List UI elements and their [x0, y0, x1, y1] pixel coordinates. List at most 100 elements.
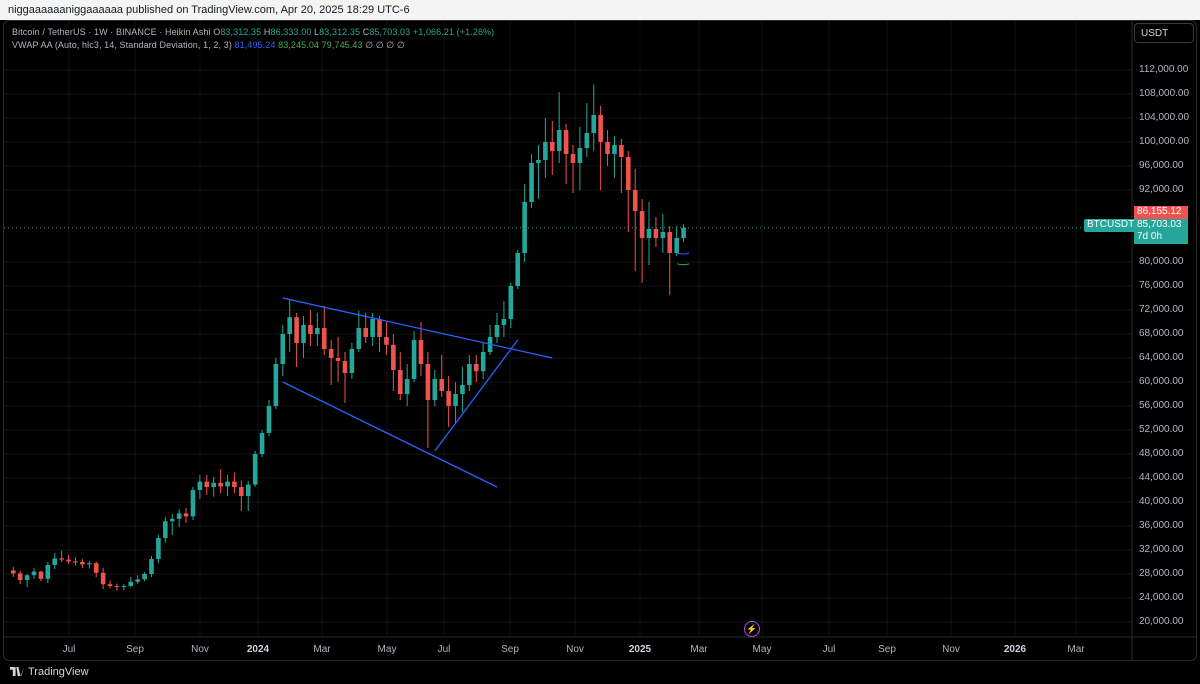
candle-body — [176, 513, 182, 519]
candle-body — [301, 325, 306, 343]
candle-body — [308, 325, 313, 334]
price-tick-label: 28,000.00 — [1139, 568, 1184, 579]
time-tick-label: Nov — [942, 644, 960, 655]
candle-body — [52, 558, 58, 565]
close-label: C — [362, 27, 370, 37]
candle-body — [543, 142, 548, 160]
vwap-value-2: 83,245.04 — [278, 40, 320, 50]
time-tick-label: Mar — [313, 644, 331, 655]
vwap-line — [677, 252, 690, 255]
time-tick-label: Sep — [878, 644, 896, 655]
candle-body — [73, 561, 78, 563]
price-tick-label: 48,000.00 — [1139, 448, 1184, 459]
candle-body — [674, 238, 679, 253]
candle-body — [100, 572, 106, 585]
price-tick-label: 80,000.00 — [1139, 256, 1184, 267]
time-tick-label: Nov — [191, 644, 209, 655]
candle-body — [439, 379, 445, 391]
price-tick-label: 92,000.00 — [1139, 184, 1184, 195]
candle-body — [570, 154, 576, 163]
time-tick-label: Jul — [437, 644, 451, 655]
candle-body — [31, 571, 37, 576]
price-tick-label: 36,000.00 — [1139, 520, 1184, 531]
candle-body — [245, 484, 251, 496]
trendline — [434, 339, 519, 452]
candle-body — [280, 334, 286, 364]
candle-body — [204, 481, 210, 487]
time-tick-label: May — [752, 644, 772, 655]
candle-body — [563, 130, 569, 154]
tradingview-logo[interactable]: TradingView — [10, 666, 89, 678]
time-tick-label: May — [377, 644, 397, 655]
candle-body — [232, 481, 237, 487]
candle-body — [549, 142, 555, 151]
candle-body — [432, 379, 438, 400]
symbol-legend: Bitcoin / TetherUS · 1W · BINANCE · Heik… — [12, 27, 494, 37]
candle-body — [183, 513, 189, 517]
candle-body — [59, 558, 64, 560]
price-tick-label: 32,000.00 — [1139, 544, 1184, 555]
candle-body — [605, 142, 610, 154]
candle-body — [87, 563, 92, 565]
candle-body — [473, 364, 479, 372]
candle-body — [536, 160, 541, 163]
candle-body — [121, 586, 127, 587]
candle-body — [163, 521, 168, 538]
currency-button[interactable]: USDT — [1134, 23, 1194, 43]
price-tick-label: 52,000.00 — [1139, 424, 1184, 435]
candle-body — [294, 317, 299, 343]
brand-name: TradingView — [28, 666, 89, 678]
candle-body — [508, 286, 514, 319]
high-price-tag: 86,155.12 — [1134, 206, 1188, 219]
candle-body — [397, 370, 403, 394]
time-tick-label: Mar — [1067, 644, 1085, 655]
price-tick-label: 108,000.00 — [1139, 88, 1190, 99]
candle-body — [218, 482, 223, 487]
low-value: 83,312.35 — [319, 27, 361, 37]
chart-frame[interactable]: Bitcoin / TetherUS · 1W · BINANCE · Heik… — [3, 20, 1197, 661]
candle-body — [259, 433, 265, 454]
symbol-description: Bitcoin / TetherUS · 1W · BINANCE · Heik… — [12, 27, 211, 37]
last-price-value: 85,703.03 — [1137, 219, 1182, 230]
candlestick-chart[interactable] — [4, 21, 1197, 661]
time-tick-label: Jul — [62, 644, 76, 655]
candle-body — [45, 565, 51, 579]
vwap-value-1: 81,495.24 — [234, 40, 276, 50]
candle-body — [425, 364, 431, 400]
price-tick-label: 76,000.00 — [1139, 280, 1184, 291]
price-tick-label: 20,000.00 — [1139, 616, 1184, 627]
candle-body — [646, 229, 652, 238]
candle-body — [17, 573, 23, 580]
candle-body — [114, 586, 120, 587]
candle-body — [619, 145, 624, 157]
candle-body — [135, 579, 140, 582]
candle-body — [128, 581, 134, 586]
candle-body — [591, 115, 597, 133]
change-value: +1,066.21 (+1.26%) — [412, 27, 495, 37]
publish-header: niggaaaaaaniggaaaaaa published on Tradin… — [0, 0, 1200, 20]
price-tick-label: 60,000.00 — [1139, 376, 1184, 387]
candle-body — [625, 157, 631, 190]
high-value: 86,333.00 — [270, 27, 312, 37]
candle-body — [639, 211, 645, 238]
candle-body — [584, 133, 590, 148]
candle-body — [632, 190, 638, 211]
vwap-lower-band — [677, 263, 690, 266]
candle-body — [522, 202, 527, 253]
price-tick-label: 24,000.00 — [1139, 592, 1184, 603]
candle-body — [225, 481, 230, 487]
candle-body — [66, 559, 71, 562]
lightning-icon[interactable]: ⚡ — [744, 621, 760, 637]
vwap-label: VWAP AA (Auto, hlc3, 14, Standard Deviat… — [12, 40, 232, 50]
vwap-na-values: ∅ ∅ ∅ ∅ — [365, 40, 405, 50]
price-tick-label: 56,000.00 — [1139, 400, 1184, 411]
last-price-tag: 85,703.03 7d 0h — [1134, 219, 1188, 244]
candle-body — [460, 385, 465, 394]
candle-body — [612, 145, 617, 154]
time-tick-label: Nov — [566, 644, 584, 655]
candle-body — [156, 538, 161, 559]
candle-body — [653, 229, 659, 238]
candle-body — [404, 379, 410, 394]
candle-body — [252, 454, 258, 485]
open-value: 83,312.35 — [220, 27, 262, 37]
